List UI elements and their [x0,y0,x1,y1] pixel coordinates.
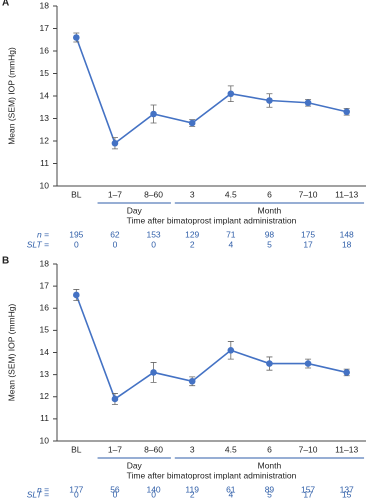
data-point [304,360,312,367]
x-axis-label: Time after bimatoprost implant administr… [127,215,297,225]
x-tick-label: 4.5 [225,444,237,454]
row-value: 2 [190,239,195,249]
row-value: 61 [226,484,236,494]
x-tick-label: 6 [267,444,272,454]
row-value: 137 [340,484,354,494]
row-label: SLT = [27,239,49,249]
row-value: 157 [301,484,315,494]
row-value: 0 [74,489,79,499]
row-value: 5 [267,489,272,499]
y-axis-label: Mean (SEM) IOP (mmHg) [6,304,16,402]
group-label: Day [127,205,143,215]
y-tick-label: 12 [40,135,50,145]
row-value: 140 [146,484,160,494]
row-value: 18 [342,239,352,249]
group-label: Month [258,205,282,215]
y-tick-label: 16 [40,45,50,55]
y-axis-label: Mean (SEM) IOP (mmHg) [6,47,16,145]
row-value: 17 [303,489,313,499]
y-tick-label: 12 [40,391,50,401]
y-tick-label: 15 [40,325,50,335]
panel-label: B [2,256,9,267]
data-point [150,369,157,376]
data-point [304,99,312,107]
x-axis-label: Time after bimatoprost implant administr… [127,470,297,480]
y-tick-label: 14 [40,347,50,357]
row-value: 153 [146,229,160,239]
series-line [75,37,347,145]
row-value: 0 [151,239,156,249]
y-tick-label: 11 [40,158,49,168]
y-tick-label: 11 [40,413,49,423]
x-tick-label: BL [71,444,82,454]
row-value: 98 [265,229,275,239]
y-tick-label: 10 [40,435,50,445]
row-value: 0 [113,239,118,249]
row-value: 71 [226,229,236,239]
data-point [150,110,157,118]
row-value: 2 [190,489,195,499]
row-label: SLT = [27,489,49,499]
group-label: Month [258,460,282,470]
row-value: 4 [228,239,233,249]
x-tick-label: 8–60 [144,189,163,199]
row-value: 0 [74,239,79,249]
y-tick-label: 17 [40,23,50,33]
row-label: n = [37,484,49,494]
x-tick-label: BL [71,189,82,199]
row-value: 4 [228,489,233,499]
row-value: 17 [303,239,313,249]
row-value: 177 [69,484,83,494]
x-tick-label: 3 [190,444,195,454]
data-point [343,369,350,376]
x-tick-label: 8–60 [144,444,163,454]
data-point [266,360,273,367]
row-label: n = [37,229,49,239]
row-value: 15 [342,489,352,499]
row-value: 5 [267,239,272,249]
series-line [75,294,347,401]
y-tick-label: 18 [40,0,50,10]
x-tick-label: 4.5 [225,189,237,199]
y-tick-label: 13 [40,369,50,379]
y-tick-label: 15 [40,68,50,78]
row-value: 148 [340,229,354,239]
y-tick-label: 10 [40,180,50,190]
panel-label: A [2,0,9,9]
x-tick-label: 1–7 [108,444,122,454]
x-tick-label: 1–7 [108,189,122,199]
data-point [266,97,273,104]
y-tick-label: 13 [40,113,50,123]
row-value: 62 [110,229,120,239]
y-tick-label: 17 [40,280,50,290]
row-value: 0 [113,489,118,499]
x-tick-label: 7–10 [299,189,318,199]
data-point [188,377,196,385]
data-point [188,119,196,127]
row-value: 89 [265,484,275,494]
x-tick-label: 3 [190,189,195,199]
row-value: 195 [69,229,83,239]
data-point [73,34,80,41]
data-point [111,139,119,147]
row-value: 129 [185,229,199,239]
data-point [227,346,235,354]
data-point [227,90,235,98]
row-value: 56 [110,484,120,494]
data-point [73,291,80,299]
y-tick-label: 18 [40,258,50,268]
y-tick-label: 16 [40,303,50,313]
row-value: 0 [151,489,156,499]
group-label: Day [127,460,143,470]
row-value: 175 [301,229,315,239]
row-value: 119 [185,484,199,494]
x-tick-label: 11–13 [335,444,358,454]
y-tick-label: 14 [40,90,50,100]
x-tick-label: 6 [267,189,272,199]
x-tick-label: 11–13 [335,189,358,199]
x-tick-label: 7–10 [299,444,318,454]
data-point [111,395,119,403]
data-point [343,108,350,116]
